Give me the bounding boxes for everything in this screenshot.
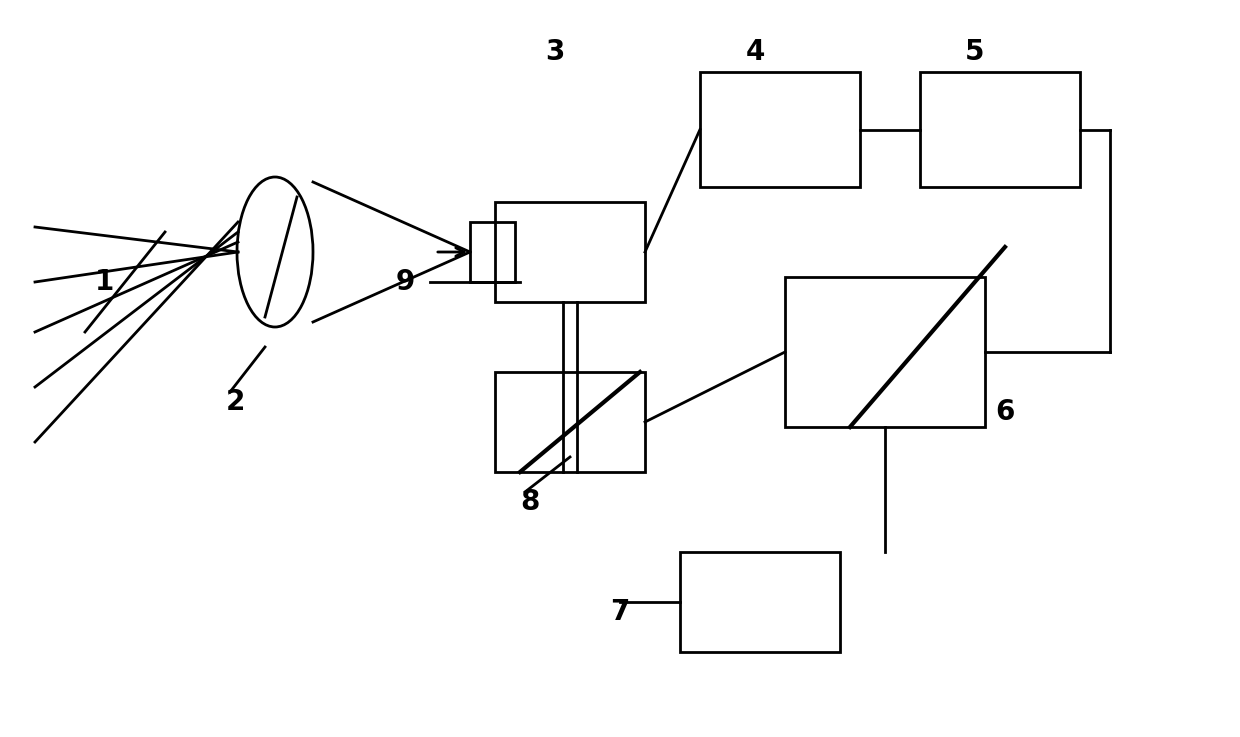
Bar [785,277,985,427]
Text: 6: 6 [996,398,1014,426]
Bar [495,372,645,472]
Text: 3: 3 [546,38,564,66]
Text: 9: 9 [396,268,414,296]
Text: 8: 8 [521,488,539,516]
Bar [470,222,515,282]
Text: 5: 5 [965,38,985,66]
Bar [680,552,839,652]
Bar [495,202,645,302]
Text: 1: 1 [95,268,114,296]
Bar [920,72,1080,187]
Text: 7: 7 [610,598,630,626]
Text: 2: 2 [226,388,244,416]
Text: 4: 4 [745,38,765,66]
Bar [701,72,861,187]
